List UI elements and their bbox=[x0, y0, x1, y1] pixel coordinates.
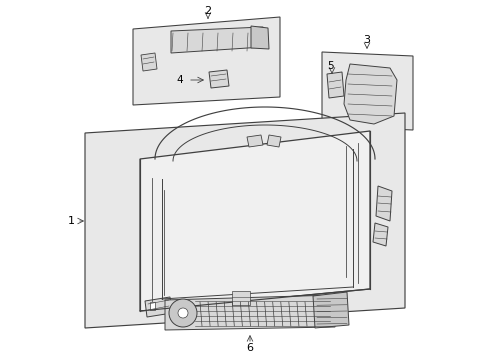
Bar bbox=[150, 302, 155, 310]
Polygon shape bbox=[375, 186, 391, 221]
Polygon shape bbox=[326, 72, 343, 98]
Polygon shape bbox=[140, 131, 369, 311]
Polygon shape bbox=[164, 295, 334, 330]
Polygon shape bbox=[372, 223, 387, 246]
Text: 5: 5 bbox=[326, 61, 333, 71]
Polygon shape bbox=[321, 52, 412, 130]
Polygon shape bbox=[208, 70, 228, 88]
Text: 4: 4 bbox=[176, 75, 183, 85]
Text: 2: 2 bbox=[204, 6, 211, 16]
Polygon shape bbox=[141, 53, 157, 71]
Polygon shape bbox=[312, 292, 348, 328]
Polygon shape bbox=[171, 27, 263, 53]
Polygon shape bbox=[246, 135, 263, 147]
Bar bbox=[231, 291, 249, 305]
Text: 3: 3 bbox=[363, 35, 370, 45]
Polygon shape bbox=[133, 17, 280, 105]
Circle shape bbox=[178, 308, 187, 318]
Polygon shape bbox=[266, 135, 281, 147]
Polygon shape bbox=[250, 26, 268, 49]
Polygon shape bbox=[85, 113, 404, 328]
Polygon shape bbox=[343, 64, 396, 124]
Circle shape bbox=[169, 299, 197, 327]
Text: 1: 1 bbox=[67, 216, 74, 226]
Text: 6: 6 bbox=[246, 343, 253, 353]
Polygon shape bbox=[145, 297, 172, 317]
